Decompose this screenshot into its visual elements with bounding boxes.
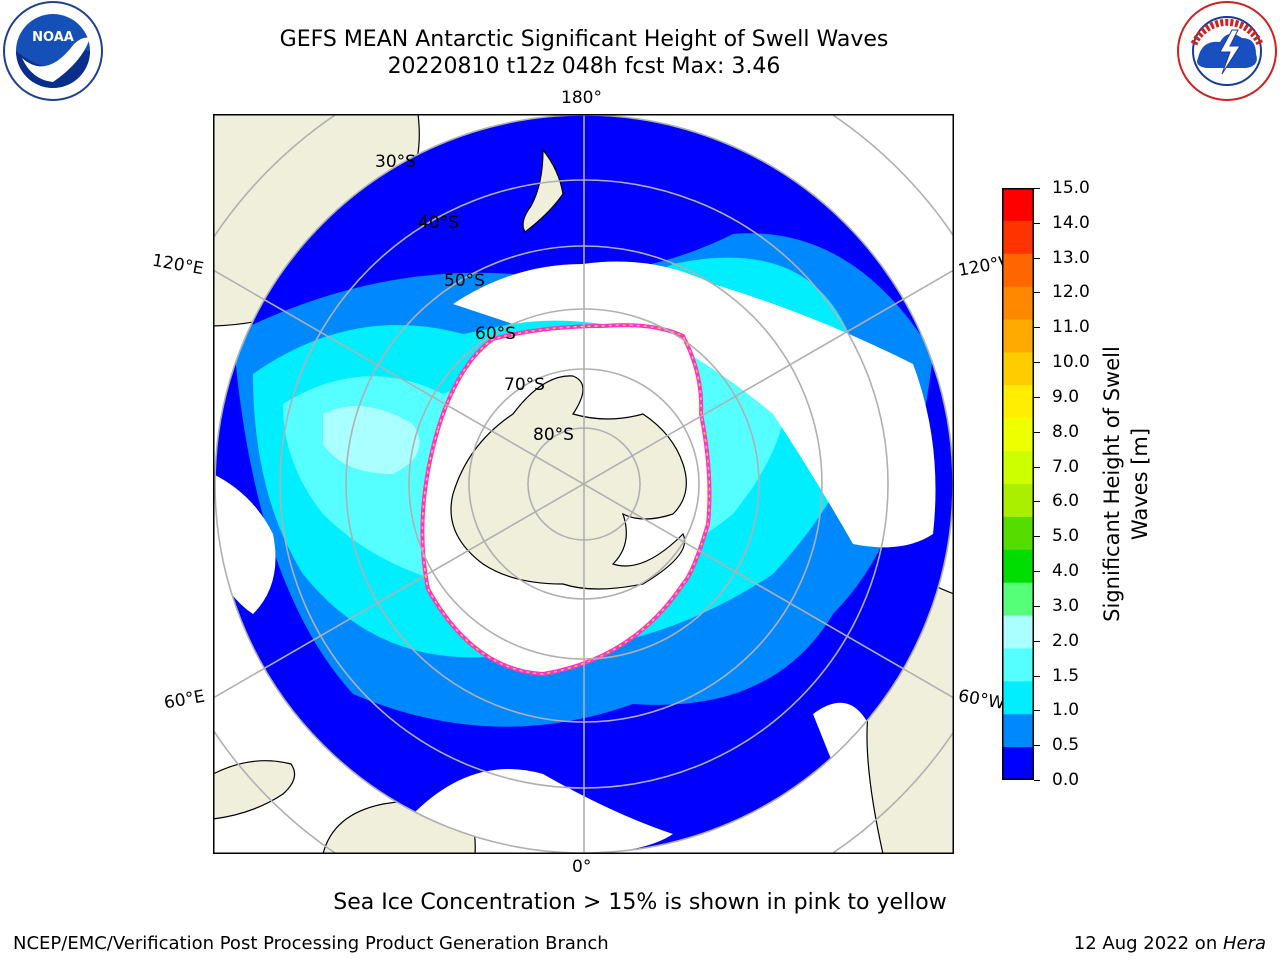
colorbar-outline	[1002, 188, 1034, 780]
land-antarctica	[450, 375, 687, 590]
colorbar-tick-label: 2.0	[1052, 631, 1080, 651]
colorbar-tick	[1034, 327, 1040, 328]
colorbar-tick-label: 13.0	[1052, 248, 1090, 268]
colorbar-tick-label: 15.0	[1052, 178, 1090, 198]
colorbar-tick	[1034, 780, 1040, 781]
lon-label-180: 180°	[561, 88, 602, 108]
lat-label-80s: 80°S	[533, 425, 574, 445]
colorbar-tick-label: 3.0	[1052, 596, 1080, 616]
colorbar-bin	[1002, 319, 1034, 353]
colorbar-tick	[1034, 467, 1040, 468]
colorbar-bin	[1002, 451, 1034, 485]
colorbar-tick-label: 5.0	[1052, 526, 1080, 546]
colorbar-tick-label: 10.0	[1052, 352, 1090, 372]
colorbar-bin	[1002, 253, 1034, 288]
svg-text:NOAA: NOAA	[32, 30, 74, 45]
colorbar-bin	[1002, 615, 1034, 649]
lon-label-0: 0°	[572, 857, 592, 877]
colorbar-tick-label: 1.5	[1052, 666, 1080, 686]
colorbar-bin	[1002, 714, 1034, 748]
colorbar-tick	[1034, 710, 1040, 711]
lon-label-60w: 60°W	[956, 686, 1007, 714]
lat-label-40s: 40°S	[418, 213, 459, 233]
map-title: GEFS MEAN Antarctic Significant Height o…	[279, 27, 889, 52]
colorbar-bin	[1002, 582, 1034, 617]
credit-date: 12 Aug 2022 on Hera	[1074, 933, 1266, 954]
lat-label-60s: 60°S	[475, 324, 516, 344]
lon-label-60e: 60°E	[162, 686, 207, 714]
credit-machine: Hera	[1222, 933, 1266, 954]
colorbar-tick-label: 12.0	[1052, 282, 1090, 302]
credit-branch: NCEP/EMC/Verification Post Processing Pr…	[13, 933, 609, 954]
colorbar-tick	[1034, 745, 1040, 746]
colorbar-tick	[1034, 223, 1040, 224]
noaa-logo: NOAA	[3, 1, 103, 101]
colorbar-tick	[1034, 536, 1040, 537]
colorbar-tick	[1034, 641, 1040, 642]
lat-label-70s: 70°S	[504, 375, 545, 395]
colorbar-bin	[1002, 418, 1034, 452]
sea-ice-footnote: Sea Ice Concentration > 15% is shown in …	[333, 890, 947, 915]
colorbar-tick	[1034, 432, 1040, 433]
colorbar-bin	[1002, 286, 1034, 321]
lon-label-120e: 120°E	[150, 250, 206, 280]
colorbar-tick-label: 6.0	[1052, 491, 1080, 511]
map-subtitle: 20220810 t12z 048h fcst Max: 3.46	[387, 54, 781, 79]
land-africa	[213, 760, 296, 820]
colorbar-bin	[1002, 681, 1034, 715]
colorbar-tick-label: 7.0	[1052, 457, 1080, 477]
lat-label-50s: 50°S	[444, 271, 485, 291]
colorbar-bin	[1002, 352, 1034, 386]
colorbar-tick-label: 0.5	[1052, 735, 1080, 755]
colorbar-tick	[1034, 258, 1040, 259]
colorbar-tick	[1034, 606, 1040, 607]
colorbar-bin	[1002, 648, 1034, 682]
colorbar-tick	[1034, 501, 1040, 502]
nws-logo	[1177, 1, 1277, 101]
polar-map	[213, 114, 954, 854]
colorbar-label: Significant Height of Swell Waves [m]	[1100, 346, 1152, 622]
colorbar-bin	[1002, 549, 1034, 584]
colorbar-tick-label: 11.0	[1052, 317, 1090, 337]
colorbar-tick	[1034, 397, 1040, 398]
colorbar-bin	[1002, 516, 1034, 551]
lat-label-30s: 30°S	[375, 152, 416, 172]
colorbar-tick	[1034, 292, 1040, 293]
colorbar	[1002, 188, 1034, 780]
credit-date-text: 12 Aug 2022 on	[1073, 933, 1223, 954]
colorbar-tick-label: 1.0	[1052, 700, 1080, 720]
colorbar-tick-label: 9.0	[1052, 387, 1080, 407]
colorbar-tick-label: 0.0	[1052, 770, 1080, 790]
colorbar-bin	[1002, 220, 1034, 255]
colorbar-tick	[1034, 188, 1040, 189]
colorbar-bin	[1002, 484, 1034, 518]
colorbar-tick	[1034, 571, 1040, 572]
colorbar-tick	[1034, 676, 1040, 677]
colorbar-bin	[1002, 188, 1034, 222]
colorbar-tick	[1034, 362, 1040, 363]
colorbar-bin	[1002, 747, 1034, 780]
colorbar-tick-label: 14.0	[1052, 213, 1090, 233]
colorbar-tick-label: 8.0	[1052, 422, 1080, 442]
colorbar-tick-label: 4.0	[1052, 561, 1080, 581]
colorbar-bin	[1002, 385, 1034, 419]
